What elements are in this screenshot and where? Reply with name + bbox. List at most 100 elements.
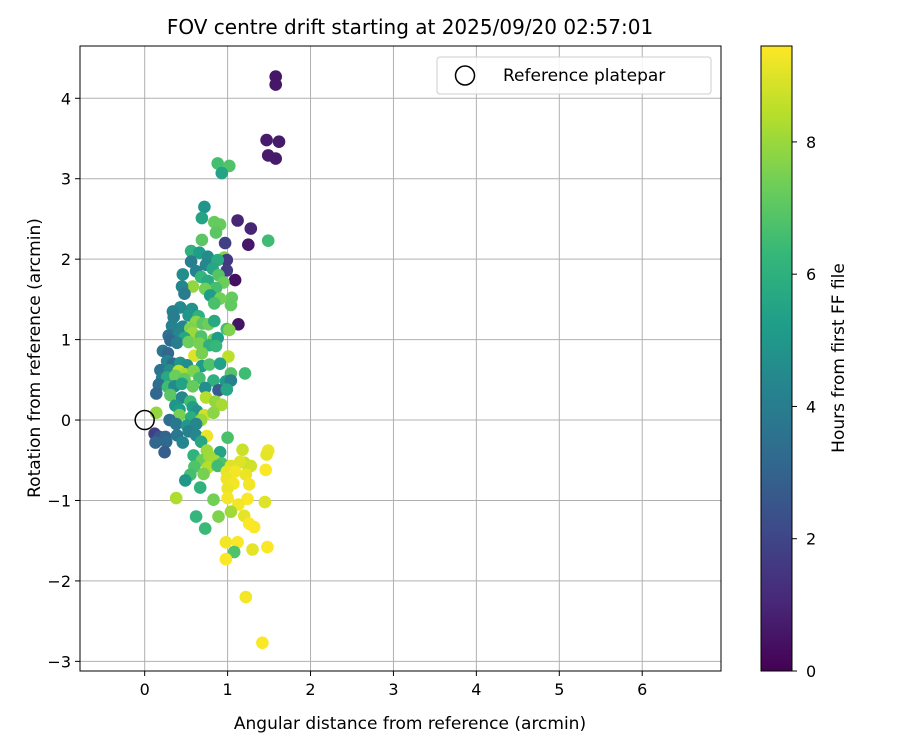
- y-tick-label: 0: [61, 411, 71, 430]
- scatter-point: [175, 377, 189, 391]
- scatter-point: [178, 287, 191, 301]
- x-tick-label: 3: [388, 680, 398, 699]
- scatter-point: [198, 381, 212, 395]
- scatter-point: [239, 468, 253, 482]
- scatter-point: [221, 431, 234, 445]
- scatter-point: [221, 482, 234, 495]
- scatter-point: [169, 417, 183, 431]
- colorbar-ticks: 0 2 4 6 8: [792, 133, 816, 681]
- scatter-point: [176, 268, 190, 281]
- reference-platepar-marker: [134, 409, 155, 431]
- y-tick-label: 4: [61, 89, 71, 108]
- scatter-point: [272, 135, 286, 148]
- scatter-point: [269, 78, 283, 91]
- scatter-point: [198, 200, 211, 214]
- scatter-point: [260, 133, 273, 147]
- x-axis-ticks: 0 1 2 3 4 5 6: [140, 671, 647, 699]
- colorbar-tick-label: 0: [806, 662, 816, 681]
- scatter-point: [220, 383, 234, 396]
- scatter-point: [165, 319, 179, 333]
- scatter-point: [170, 336, 184, 350]
- scatter-point: [193, 481, 207, 494]
- scatter-point: [247, 520, 261, 534]
- legend-box: [436, 56, 712, 95]
- scatter-point: [169, 491, 183, 505]
- colorbar-tick-label: 2: [806, 530, 816, 549]
- scatter-point: [182, 335, 195, 349]
- scatter-point: [150, 387, 163, 400]
- plot-frame: [79, 45, 722, 672]
- scatter-point: [215, 398, 229, 412]
- scatter-point: [179, 474, 192, 487]
- scatter-point: [241, 492, 254, 506]
- scatter-point: [213, 357, 227, 371]
- scatter-point: [258, 495, 272, 509]
- scatter-point: [207, 406, 220, 420]
- scatter-point: [261, 540, 274, 554]
- scatter-point: [195, 347, 209, 360]
- x-axis-label: Angular distance from reference (arcmin): [234, 714, 586, 734]
- x-tick-label: 0: [140, 680, 150, 699]
- scatter-point: [211, 157, 224, 170]
- colorbar-tick-label: 4: [806, 397, 816, 416]
- scatter-point: [218, 236, 232, 250]
- scatter-point: [227, 545, 241, 559]
- scatter-point: [212, 510, 225, 523]
- scatter-point: [228, 273, 242, 287]
- scatter-point: [207, 493, 220, 507]
- scatter-points: [148, 70, 286, 650]
- scatter-point: [244, 222, 258, 235]
- y-tick-label: 2: [61, 250, 71, 269]
- y-tick-label: −2: [47, 572, 71, 591]
- scatter-point: [222, 350, 235, 363]
- scatter-point: [195, 211, 209, 225]
- scatter-point: [242, 238, 255, 251]
- y-tick-label: 3: [61, 170, 71, 189]
- scatter-point: [221, 491, 234, 505]
- y-axis-ticks: −3 −2 −1 0 1 2 3 4: [47, 89, 80, 671]
- legend: Reference platepar: [436, 56, 712, 95]
- scatter-point: [149, 436, 162, 449]
- scatter-point: [184, 255, 198, 268]
- scatter-point: [259, 463, 273, 477]
- scatter-point: [242, 478, 256, 491]
- scatter-point: [269, 152, 283, 165]
- scatter-point: [186, 380, 200, 393]
- scatter-point: [224, 298, 238, 312]
- scatter-point: [224, 505, 238, 518]
- scatter-point: [231, 214, 244, 227]
- scatter-point: [186, 280, 200, 293]
- reference-layer: [134, 409, 155, 431]
- x-tick-label: 2: [305, 680, 315, 699]
- y-tick-label: 1: [61, 331, 71, 350]
- scatter-point: [164, 388, 177, 402]
- scatter-point: [223, 323, 236, 337]
- scatter-point: [220, 253, 234, 267]
- scatter-point: [209, 339, 223, 353]
- scatter-point: [219, 552, 233, 566]
- scatter-point: [260, 448, 273, 461]
- scatter-point: [189, 510, 203, 523]
- y-axis-label: Rotation from reference (arcmin): [25, 218, 45, 498]
- scatter-point: [261, 234, 275, 247]
- scatter-point: [176, 436, 190, 449]
- scatter-point: [215, 166, 229, 180]
- scatter-point: [231, 536, 244, 549]
- scatter-point: [238, 367, 252, 380]
- colorbar-tick-label: 8: [806, 133, 816, 152]
- colorbar-bar: [760, 45, 793, 672]
- colorbar-label: Hours from first FF file: [829, 263, 849, 453]
- colorbar-tick-label: 6: [806, 265, 816, 284]
- scatter-point: [197, 467, 210, 481]
- scatter-point: [198, 522, 212, 535]
- scatter-point: [208, 297, 221, 310]
- scatter-point: [246, 543, 259, 556]
- scatter-point: [208, 314, 221, 328]
- grid: [80, 46, 721, 671]
- x-tick-label: 4: [471, 680, 481, 699]
- scatter-point: [219, 536, 233, 549]
- scatter-point: [233, 455, 247, 469]
- scatter-point: [211, 459, 224, 473]
